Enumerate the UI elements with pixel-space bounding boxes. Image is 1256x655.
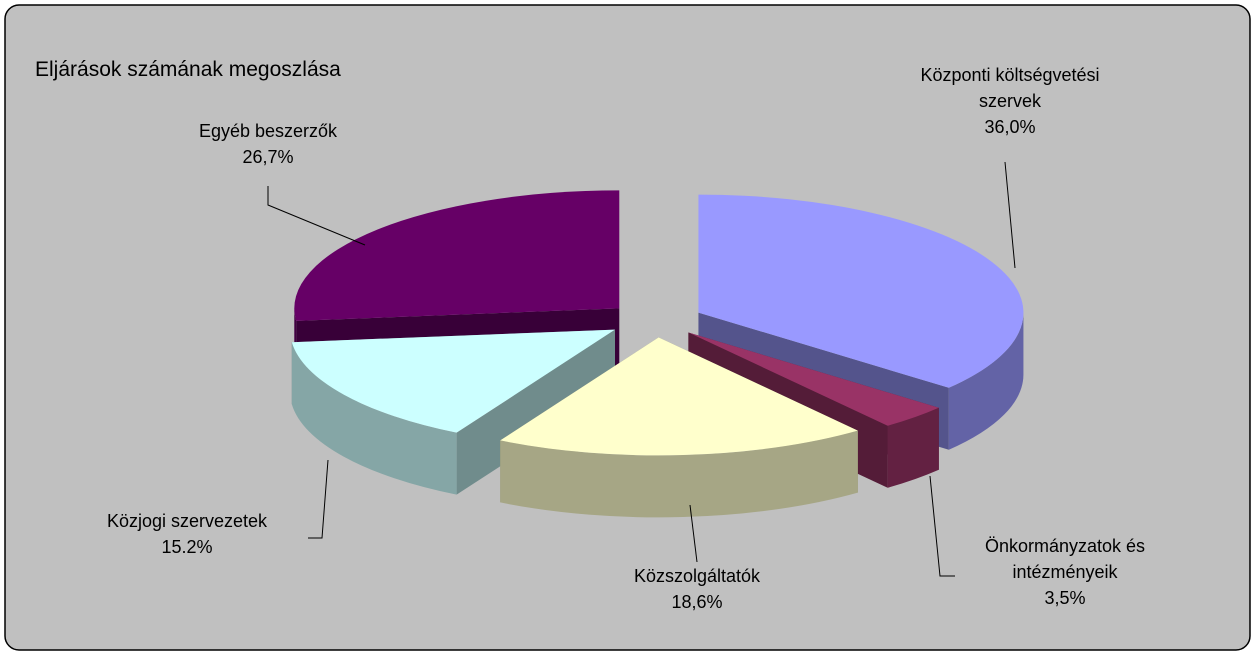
value-label: 18,6% bbox=[671, 592, 723, 612]
value-label: 3,5% bbox=[1044, 588, 1086, 608]
slice-top bbox=[500, 337, 858, 456]
value-label: 15.2% bbox=[161, 537, 213, 557]
slice-top bbox=[688, 332, 939, 426]
data-label: Közjogi szervezetek 15.2% bbox=[57, 508, 317, 560]
slice-wall bbox=[500, 430, 858, 518]
data-label: Önkormányzatok és intézményeik 3,5% bbox=[950, 533, 1180, 611]
slice-wall bbox=[291, 342, 457, 495]
category-label: Közjogi szervezetek bbox=[106, 511, 268, 531]
leader-line bbox=[308, 459, 329, 539]
leader-line bbox=[267, 186, 366, 246]
leader-line bbox=[689, 504, 698, 563]
data-label: Közszolgáltatók 18,6% bbox=[572, 563, 822, 615]
leader-line bbox=[929, 475, 955, 577]
slice-top bbox=[294, 190, 620, 321]
data-label: Központi költségvetési szervek 36,0% bbox=[890, 62, 1130, 140]
chart-title: Eljárások számának megoszlása bbox=[35, 58, 341, 81]
leader-lines bbox=[267, 161, 1016, 577]
slices bbox=[291, 190, 1024, 518]
category-label: Közszolgáltatók bbox=[633, 566, 761, 586]
slice-wall bbox=[948, 312, 1024, 450]
slice-top bbox=[698, 194, 1024, 388]
category-label: Központi költségvetési szervek bbox=[920, 65, 1100, 111]
value-label: 36,0% bbox=[984, 117, 1036, 137]
slice-top bbox=[291, 329, 615, 433]
category-label: Egyéb beszerzők bbox=[198, 121, 338, 141]
category-label: Önkormányzatok és intézményeik bbox=[984, 536, 1146, 582]
chart-frame bbox=[4, 4, 1251, 651]
data-label: Egyéb beszerzők 26,7% bbox=[148, 118, 388, 170]
slice-wall bbox=[887, 407, 939, 488]
slice bbox=[291, 329, 615, 495]
slice bbox=[500, 337, 858, 518]
leader-line bbox=[1004, 161, 1016, 269]
value-label: 26,7% bbox=[242, 147, 294, 167]
